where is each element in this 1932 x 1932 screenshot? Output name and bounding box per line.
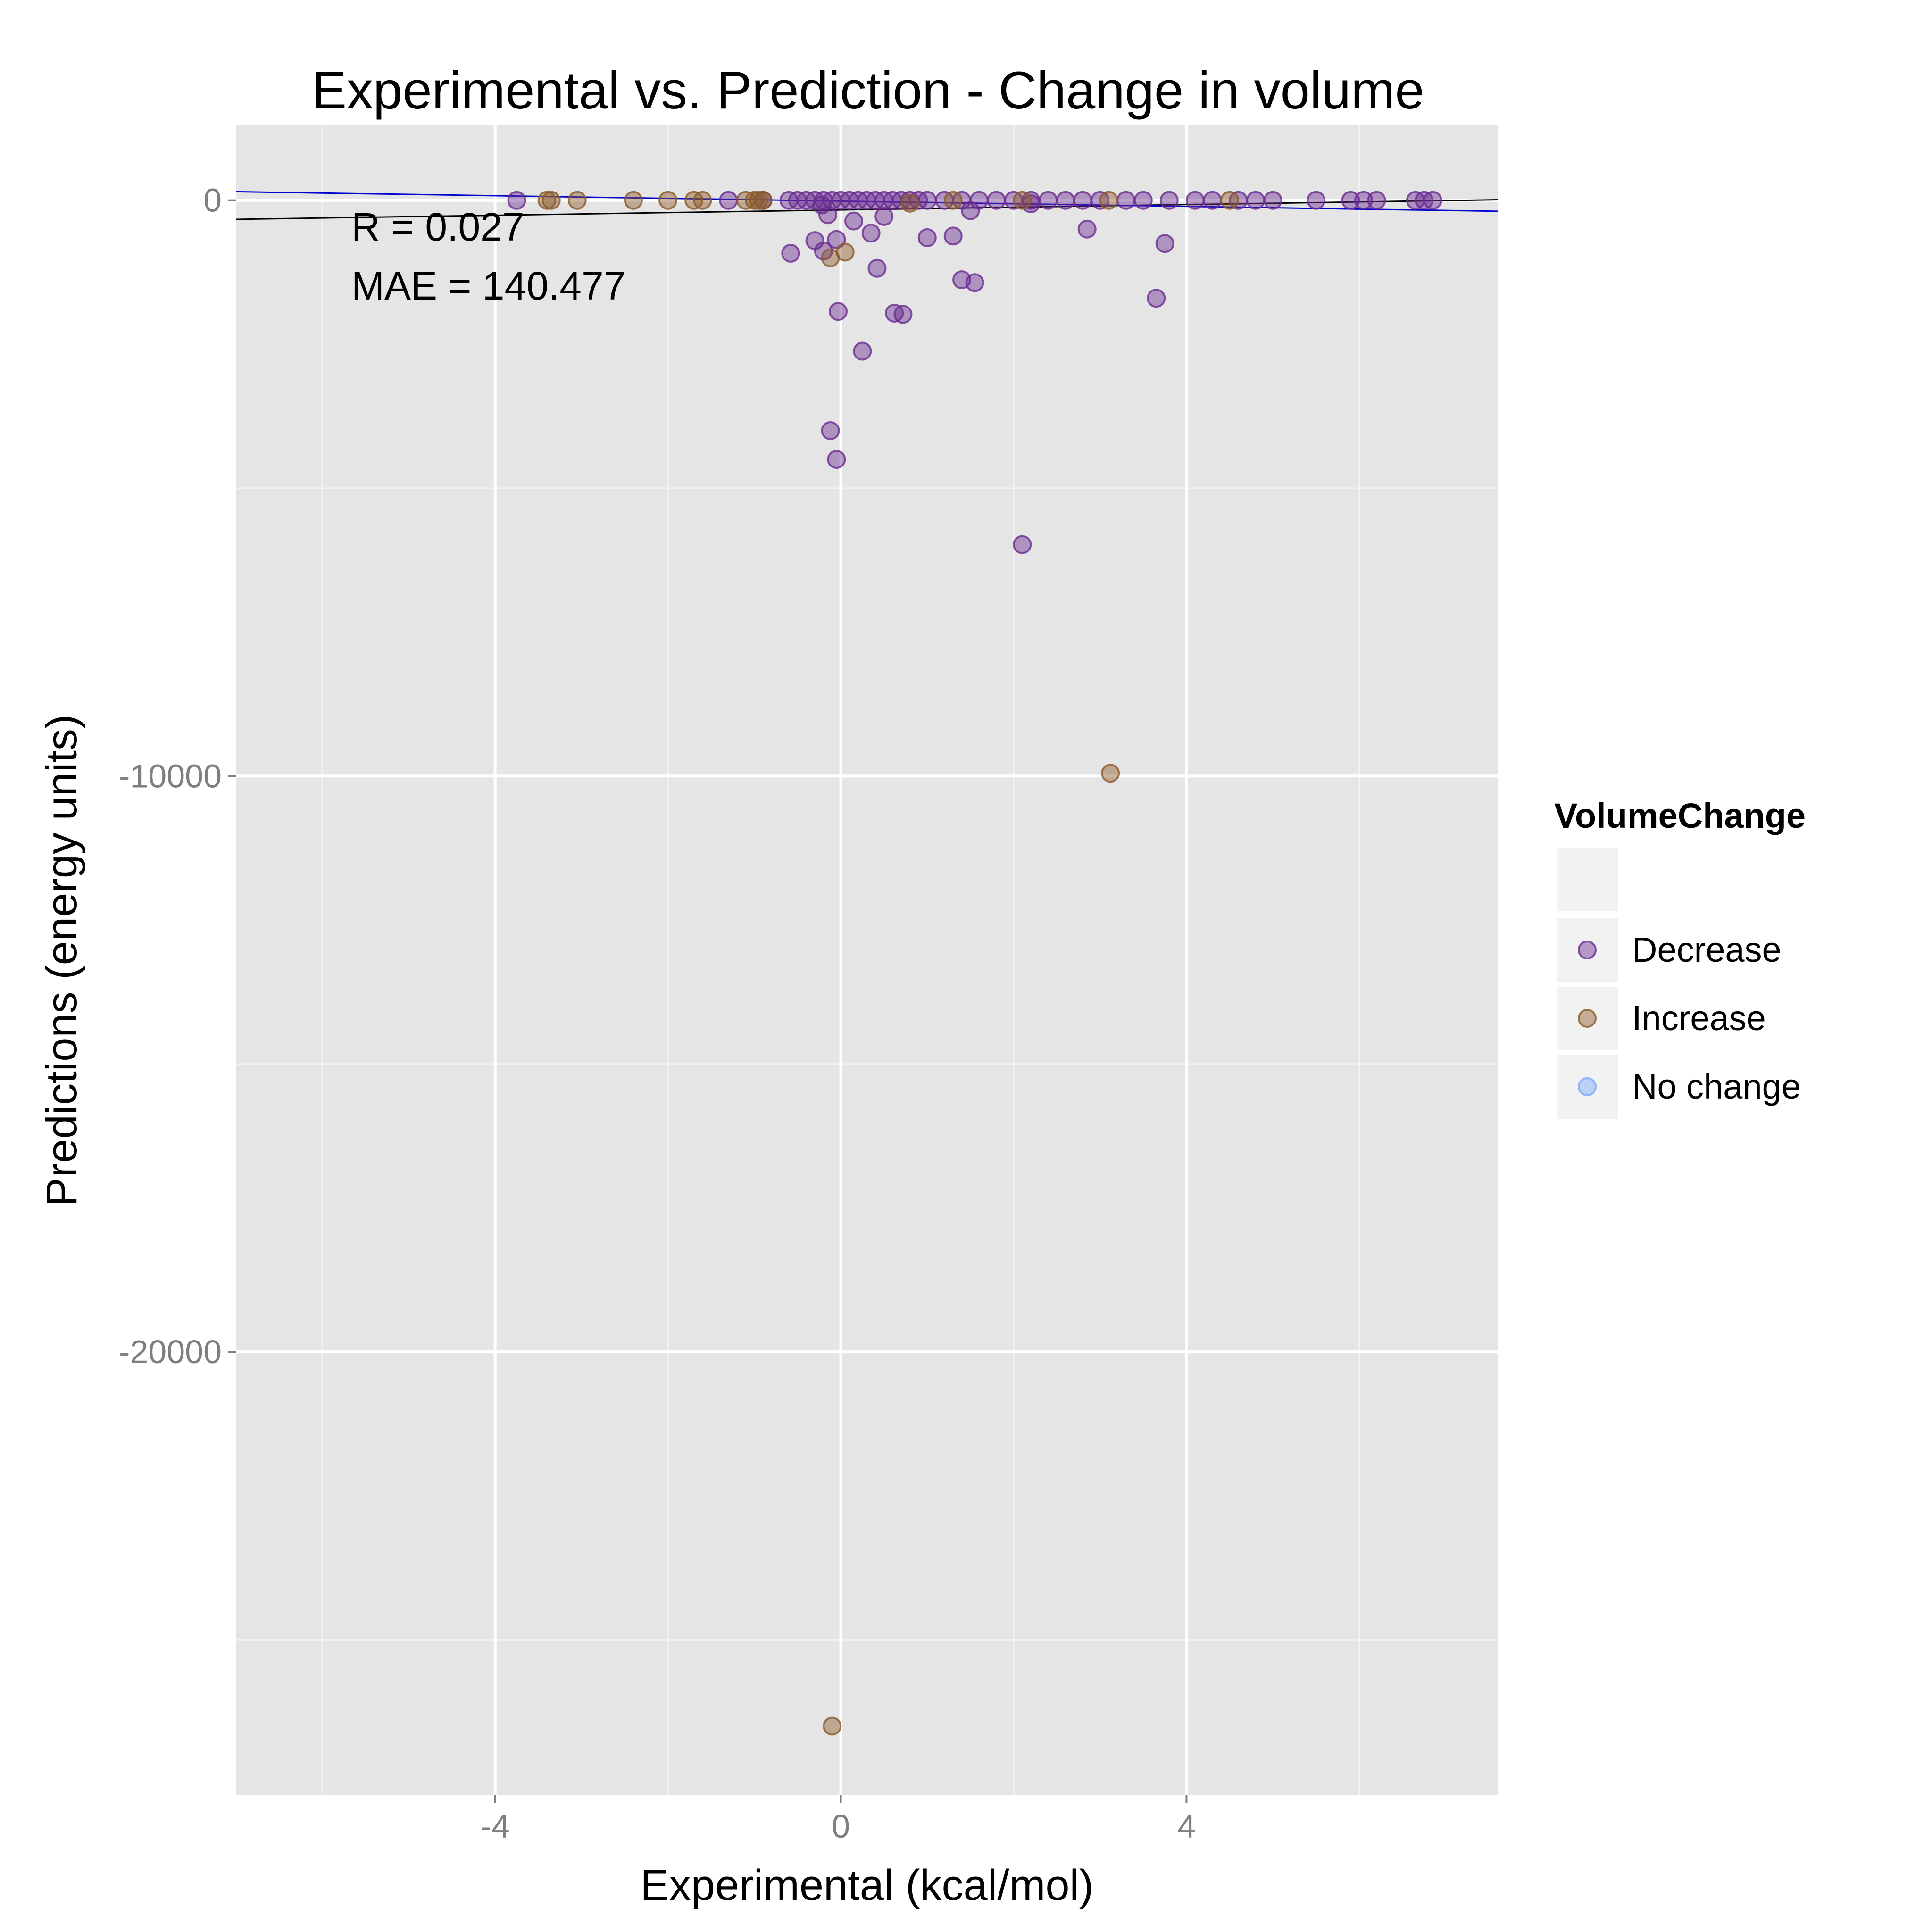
data-point-decrease [1185,191,1205,210]
data-point-decrease [1039,191,1058,210]
y-tick-label: 0 [203,182,222,219]
data-point-decrease [814,242,833,261]
data-point-decrease [1147,289,1166,308]
data-point-decrease [861,224,881,243]
data-point-decrease [893,305,913,324]
x-tick-label: 4 [1177,1808,1196,1845]
data-point-decrease [1056,191,1075,210]
data-point-decrease [917,228,937,248]
data-point-decrease [719,191,738,210]
data-point-decrease [943,226,963,246]
data-point-decrease [853,341,872,361]
data-point-increase [823,1716,842,1736]
data-point-decrease [1307,191,1326,210]
data-point-decrease [1341,191,1360,210]
data-point-decrease [821,421,840,440]
data-point-increase [1013,191,1032,210]
y-tick-label: -20000 [119,1333,222,1370]
data-point-decrease [507,191,526,210]
data-point-decrease [1013,535,1032,554]
y-tick-label: -10000 [119,758,222,794]
data-point-increase [753,191,773,210]
data-point-decrease [867,258,887,278]
legend-label: Increase [1632,999,1766,1038]
x-axis-ticks: -4 0 4 [481,1795,1196,1845]
data-point-increase [943,191,963,210]
data-point-decrease [965,273,984,292]
data-point-decrease [1133,191,1153,210]
data-point-increase [693,191,712,210]
legend-marker [1578,1009,1597,1028]
data-point-decrease [874,207,894,226]
data-point-decrease [1073,191,1092,210]
x-axis-label: Experimental (kcal/mol) [640,1861,1093,1909]
data-point-decrease [961,201,980,220]
plot-panel [236,125,1498,1795]
data-point-increase [900,193,920,213]
data-point-decrease [987,191,1006,210]
data-point-increase [658,191,678,210]
annotation-r: R = 0.027 [351,205,525,249]
data-point-increase [821,248,840,267]
legend-title: VolumeChange [1554,796,1806,835]
y-axis-label: Predictions (energy units) [38,714,86,1206]
legend-marker [1578,1077,1597,1096]
data-points [507,191,1442,1736]
data-point-decrease [1077,219,1097,239]
chart-title: Experimental vs. Prediction - Change in … [311,61,1424,120]
data-point-decrease [1354,191,1374,210]
data-point-decrease [1246,191,1265,210]
data-point-increase [537,191,557,210]
data-point-decrease [829,302,848,321]
legend-marker [1578,941,1597,959]
data-point-increase [541,191,561,210]
legend-label: Decrease [1632,930,1782,969]
data-point-decrease [827,230,846,249]
data-point-increase [624,191,643,210]
data-point-decrease [1263,191,1282,210]
data-point-decrease [1116,191,1136,210]
data-point-increase [749,191,768,210]
data-point-increase [1220,191,1240,210]
x-tick-label: 0 [832,1808,850,1845]
y-axis-ticks: 0 -10000 -20000 [119,182,236,1370]
data-point-decrease [1203,191,1222,210]
legend-label: No change [1632,1067,1801,1106]
data-point-decrease [1367,191,1386,210]
data-point-increase [567,191,587,210]
data-point-decrease [827,450,846,469]
data-point-decrease [844,211,864,231]
legend-key-blank [1557,848,1618,911]
data-point-decrease [781,243,800,263]
data-point-decrease [917,191,937,210]
data-point-decrease [1423,191,1442,210]
legend-key [1557,1055,1618,1119]
legend-key [1557,987,1618,1050]
data-point-increase [1101,764,1120,783]
data-point-decrease [1159,191,1179,210]
data-point-decrease [818,205,838,225]
data-point-decrease [812,195,832,215]
annotation-mae: MAE = 140.477 [351,264,625,308]
legend: VolumeChange Decrease Increase No change [1554,796,1806,1119]
data-point-decrease [1155,234,1174,253]
legend-key [1557,918,1618,982]
x-tick-label: -4 [481,1808,510,1845]
data-point-increase [1099,191,1118,210]
